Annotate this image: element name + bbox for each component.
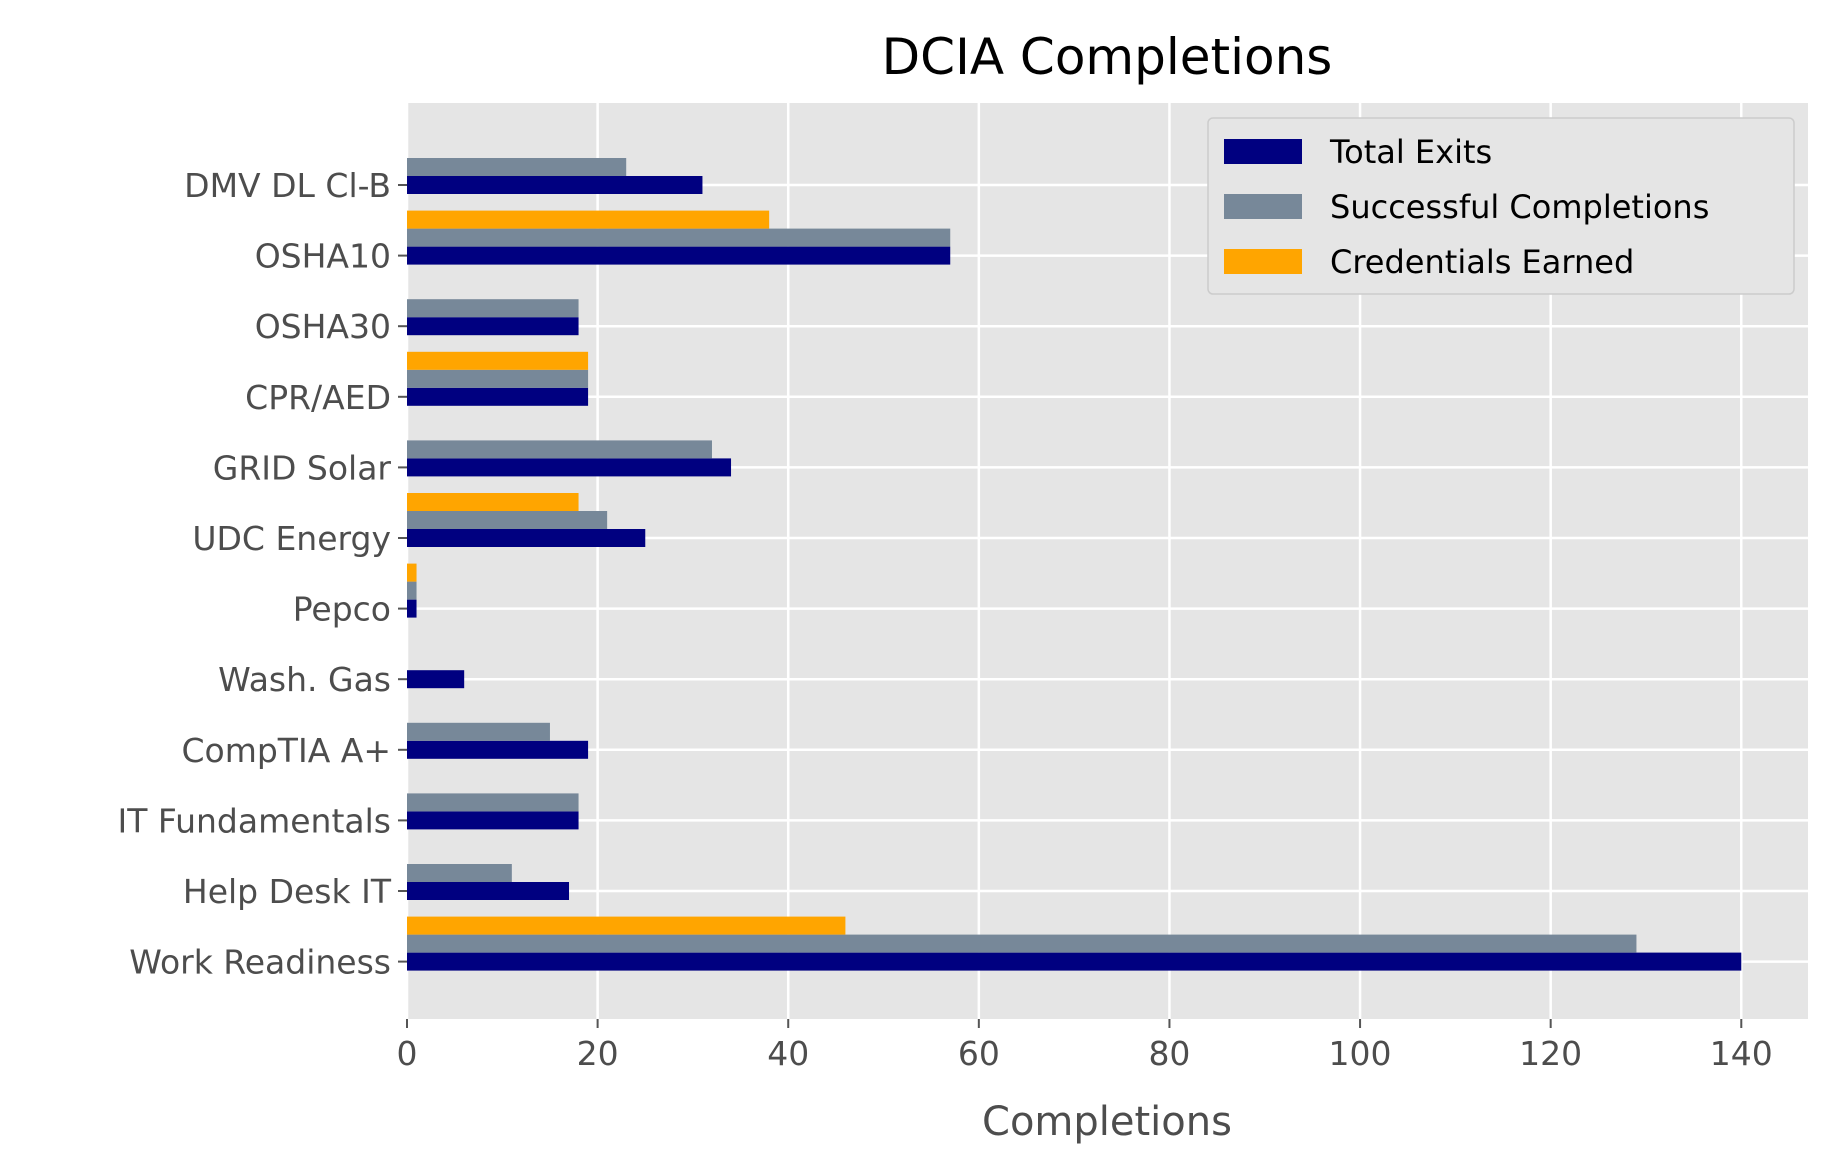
x-axis-ticks: 0 20 40 60 80 100 120 140 xyxy=(397,1019,1773,1073)
chart-title: DCIA Completions xyxy=(882,28,1333,86)
bar xyxy=(407,529,646,547)
x-tick-label: 40 xyxy=(767,1034,809,1073)
legend-swatch xyxy=(1224,139,1302,164)
legend-swatch xyxy=(1224,194,1302,219)
y-axis-ticks: Work Readiness Help Desk IT IT Fundamental… xyxy=(118,166,407,982)
y-tick-label: OSHA30 xyxy=(255,307,391,346)
bar xyxy=(407,882,570,900)
bar xyxy=(407,811,579,830)
legend-label: Successful Completions xyxy=(1330,188,1709,226)
legend-label: Total Exits xyxy=(1329,133,1492,171)
bar xyxy=(407,369,589,388)
x-tick-label: 80 xyxy=(1148,1034,1190,1073)
legend-swatch xyxy=(1224,249,1302,274)
y-tick-label: Wash. Gas xyxy=(218,660,391,699)
x-tick-label: 140 xyxy=(1710,1034,1773,1073)
bar xyxy=(407,740,589,759)
bar xyxy=(407,351,589,370)
x-tick-label: 120 xyxy=(1519,1034,1582,1073)
bar xyxy=(407,670,465,689)
y-tick-label: GRID Solar xyxy=(213,448,392,487)
bar xyxy=(407,934,1637,953)
bar xyxy=(407,387,589,406)
y-tick-label: Work Readiness xyxy=(129,943,391,982)
y-tick-label: CompTIA A+ xyxy=(181,731,391,770)
bar xyxy=(407,158,627,176)
bar xyxy=(407,952,1742,971)
bar xyxy=(407,493,579,511)
legend: Total Exits Successful Completions Credent… xyxy=(1207,117,1795,295)
bar xyxy=(407,228,951,247)
bar xyxy=(407,916,846,935)
y-tick-label: OSHA10 xyxy=(255,237,391,276)
y-tick-label: UDC Energy xyxy=(192,519,391,558)
bar xyxy=(407,176,703,194)
x-axis-label: Completions xyxy=(982,1099,1232,1145)
bar xyxy=(407,722,550,741)
y-tick-label: DMV DL Cl-B xyxy=(184,166,391,205)
bar xyxy=(407,864,512,882)
legend-label: Credentials Earned xyxy=(1330,243,1634,281)
bar xyxy=(407,299,579,318)
x-tick-label: 20 xyxy=(577,1034,619,1073)
bar xyxy=(407,563,417,582)
x-tick-label: 100 xyxy=(1329,1034,1392,1073)
legend-frame xyxy=(1207,117,1795,295)
bar xyxy=(407,317,579,336)
bar xyxy=(407,210,770,229)
bar xyxy=(407,511,608,529)
bar xyxy=(407,458,732,477)
x-tick-label: 0 xyxy=(397,1034,418,1073)
y-tick-label: Pepco xyxy=(293,590,391,629)
bar xyxy=(407,440,712,459)
x-tick-label: 60 xyxy=(958,1034,1000,1073)
y-tick-label: IT Fundamentals xyxy=(118,801,391,840)
bar xyxy=(407,246,951,265)
y-tick-label: Help Desk IT xyxy=(183,872,392,911)
bar xyxy=(407,793,579,812)
bar xyxy=(407,581,417,600)
y-tick-label: CPR/AED xyxy=(245,378,391,417)
bar xyxy=(407,599,417,618)
bars xyxy=(407,158,1742,971)
